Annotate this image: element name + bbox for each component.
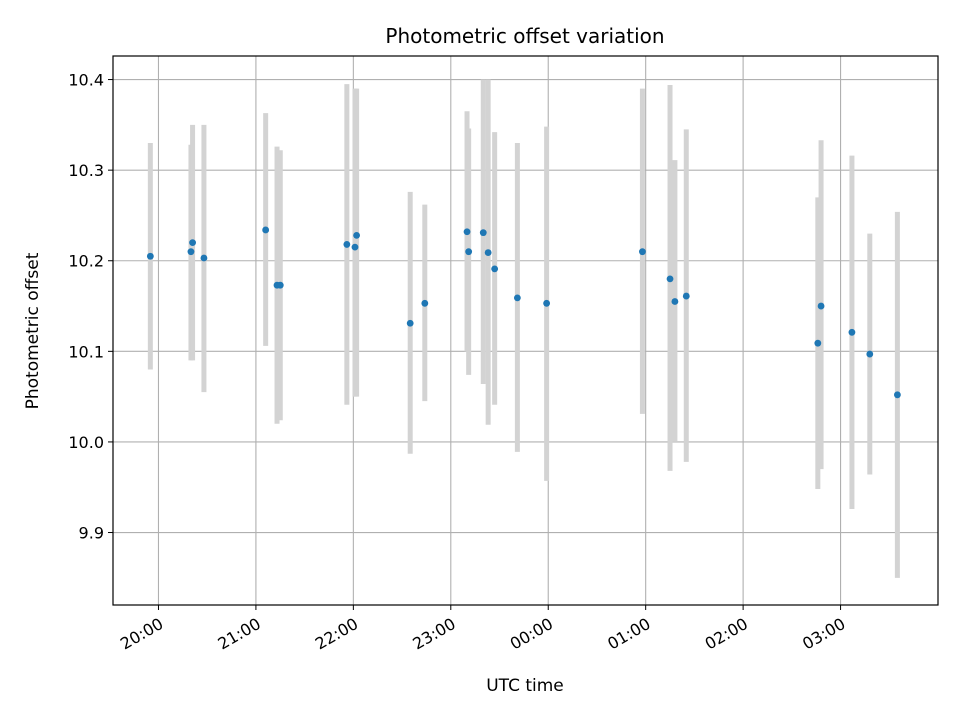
data-points bbox=[146, 226, 901, 399]
data-point bbox=[666, 275, 674, 283]
data-point bbox=[406, 319, 414, 327]
data-point bbox=[463, 228, 471, 236]
data-point bbox=[671, 298, 679, 305]
plot-frame bbox=[112, 55, 939, 606]
x-axis-label: UTC time bbox=[486, 676, 564, 696]
y-tick-label: 9.9 bbox=[79, 524, 104, 543]
data-point bbox=[817, 302, 825, 310]
y-tick-label: 10.4 bbox=[68, 71, 104, 90]
data-point bbox=[848, 328, 856, 336]
y-tick-label: 10.0 bbox=[68, 433, 104, 452]
data-point bbox=[513, 294, 521, 302]
data-point bbox=[200, 254, 208, 262]
data-point bbox=[353, 231, 361, 239]
y-tick-label: 10.3 bbox=[68, 161, 104, 180]
data-point bbox=[491, 265, 499, 273]
data-point bbox=[814, 339, 822, 347]
data-point bbox=[189, 239, 196, 247]
data-point bbox=[262, 226, 270, 234]
data-point bbox=[421, 299, 429, 307]
y-axis-ticks: 9.9 10.0 10.1 10.2 10.3 10.4 bbox=[68, 71, 113, 543]
data-point bbox=[484, 249, 492, 256]
y-tick-label: 10.1 bbox=[68, 342, 104, 361]
data-point bbox=[187, 248, 195, 256]
data-point bbox=[276, 281, 284, 289]
data-point bbox=[866, 350, 874, 358]
data-point bbox=[465, 248, 473, 256]
data-point bbox=[351, 243, 359, 251]
data-point bbox=[543, 299, 551, 307]
y-tick-label: 10.2 bbox=[68, 252, 104, 271]
data-point bbox=[343, 241, 351, 248]
y-axis-label: Photometric offset bbox=[23, 252, 43, 409]
data-point bbox=[639, 248, 646, 256]
data-point bbox=[479, 229, 487, 237]
chart-title: Photometric offset variation bbox=[385, 24, 664, 48]
data-point bbox=[682, 292, 690, 300]
data-point bbox=[893, 391, 901, 399]
data-point bbox=[146, 252, 154, 260]
